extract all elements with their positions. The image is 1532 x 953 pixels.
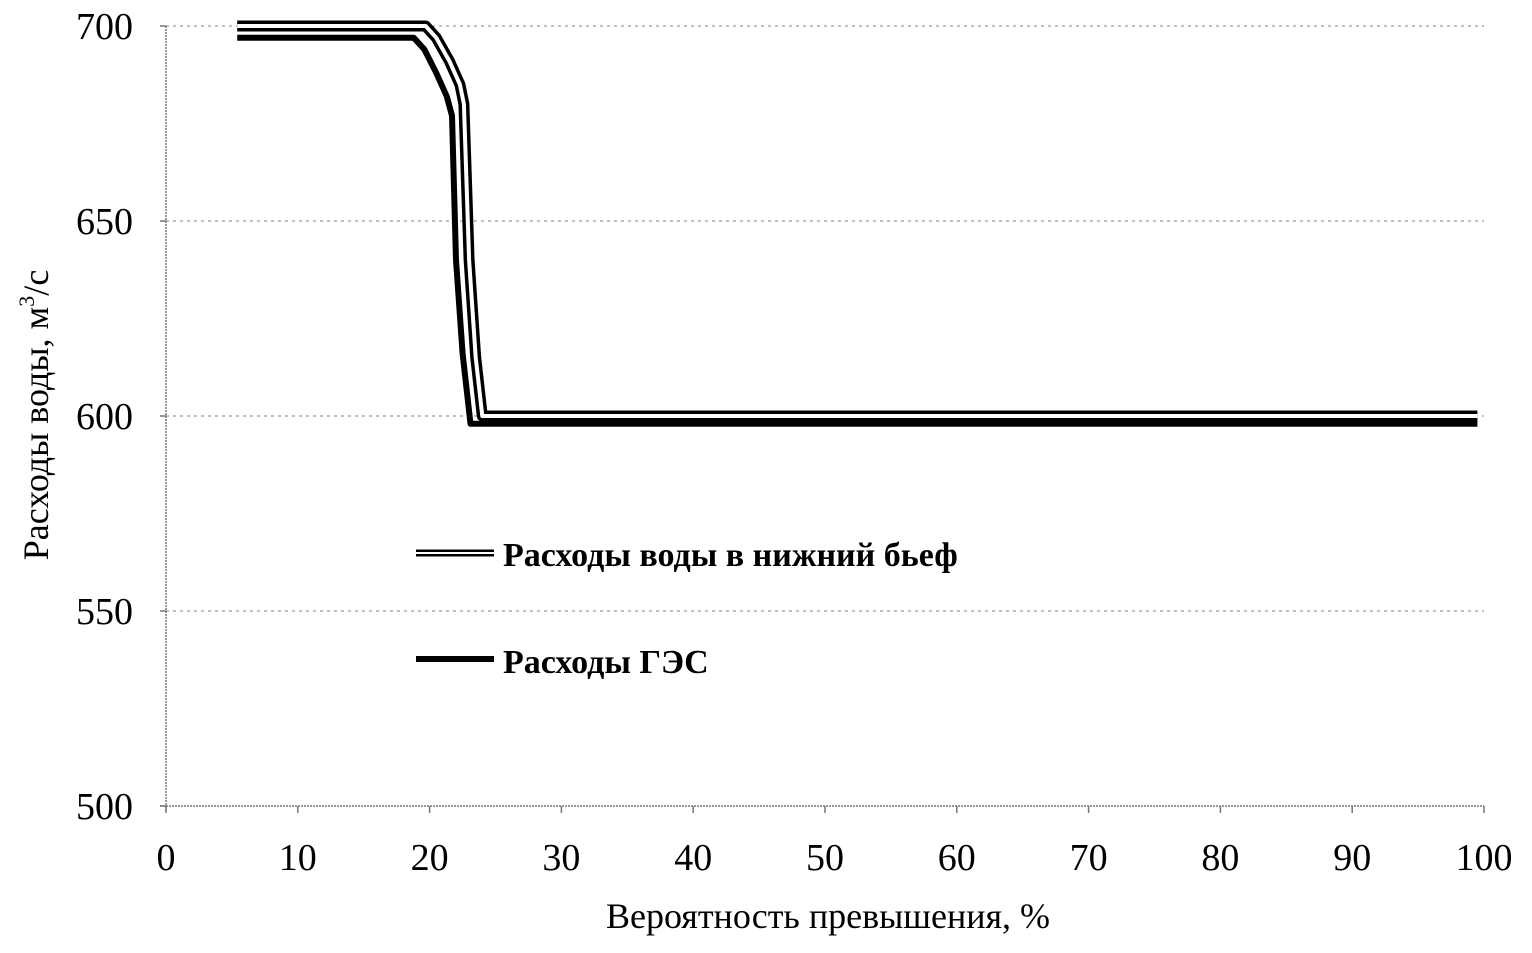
x-tick-label: 30 — [542, 837, 580, 879]
x-axis-title: Вероятность превышения, % — [606, 896, 1050, 936]
series-line — [237, 34, 1478, 427]
x-tick-label: 0 — [157, 837, 176, 879]
y-tick-label: 500 — [76, 786, 133, 828]
x-tick-label: 90 — [1333, 837, 1371, 879]
x-tick-label: 20 — [411, 837, 449, 879]
axes — [160, 25, 1485, 813]
x-tick-label: 50 — [806, 837, 844, 879]
series-line-inner — [237, 24, 1478, 418]
y-tick-label: 650 — [76, 201, 133, 243]
legend-item-nizhniy-bief: Расходы воды в нижний бьеф — [416, 537, 958, 574]
legend-item-ges: Расходы ГЭС — [416, 644, 709, 681]
y-axis-title: Расходы воды, м3/с — [14, 270, 56, 561]
x-tick-label: 80 — [1201, 837, 1239, 879]
x-tick-labels: 0 10 20 30 40 50 60 70 80 90 100 — [157, 837, 1513, 879]
y-axis-title-tail: /с — [16, 270, 56, 296]
series-lines — [237, 20, 1478, 427]
x-tick-label: 60 — [938, 837, 976, 879]
gridlines — [166, 25, 1484, 612]
y-axis-title-main: Расходы воды, м — [16, 307, 56, 561]
legend-label: Расходы воды в нижний бьеф — [503, 537, 958, 574]
x-tick-label: 40 — [674, 837, 712, 879]
y-axis-title-sup: 3 — [14, 296, 39, 307]
x-tick-label: 100 — [1456, 837, 1513, 879]
y-tick-label: 700 — [76, 6, 133, 48]
x-tick-label: 10 — [279, 837, 317, 879]
y-tick-label: 600 — [76, 396, 133, 438]
x-tick-label: 70 — [1070, 837, 1108, 879]
series-line-outer — [237, 20, 1478, 422]
svg-text:Расходы воды, м3/с: Расходы воды, м3/с — [14, 270, 56, 561]
y-tick-label: 550 — [76, 591, 133, 633]
y-tick-labels: 500 550 600 650 700 — [76, 6, 133, 828]
legend-label: Расходы ГЭС — [503, 644, 709, 681]
legend: Расходы воды в нижний бьеф Расходы ГЭС — [416, 537, 958, 681]
